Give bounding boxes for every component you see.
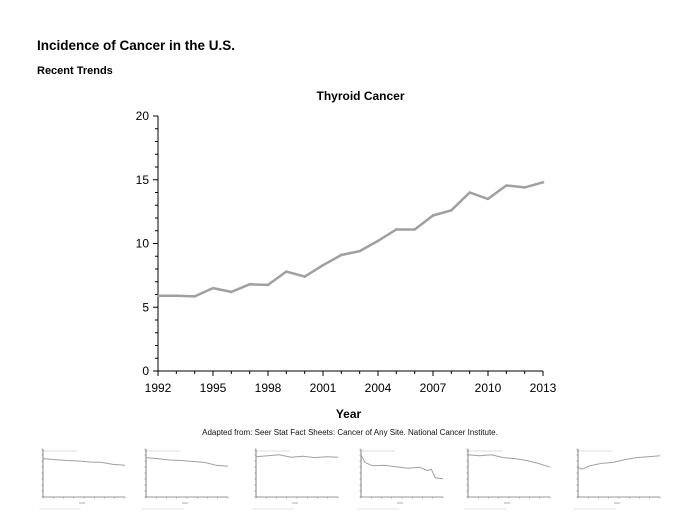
y-tick-label: 10 — [136, 237, 150, 251]
data-point — [193, 295, 196, 298]
thumb-series-line — [467, 454, 551, 468]
thumbnail-chart-3[interactable] — [250, 445, 342, 513]
page-subtitle: Recent Trends — [37, 65, 113, 77]
data-point — [303, 275, 306, 278]
data-point — [321, 263, 325, 267]
thumb-series-line — [255, 454, 339, 459]
data-point — [266, 283, 270, 287]
data-point — [450, 209, 453, 212]
data-point — [395, 228, 398, 231]
data-point — [211, 286, 215, 290]
page-title: Incidence of Cancer in the U.S. — [37, 38, 236, 53]
thumb-series-line — [360, 454, 444, 480]
data-point — [413, 228, 416, 231]
x-tick-label: 2001 — [310, 381, 337, 395]
data-point — [340, 253, 343, 257]
thumb-series-line — [145, 457, 229, 467]
data-point — [285, 270, 288, 273]
x-tick-label: 2004 — [365, 381, 392, 395]
x-axis-label: Year — [336, 407, 362, 421]
data-point — [505, 184, 508, 187]
thumb-series-line — [577, 455, 661, 470]
data-point — [175, 294, 178, 298]
data-point — [358, 249, 361, 253]
data-point — [541, 181, 545, 184]
thumbnail-chart-1[interactable] — [37, 445, 129, 513]
data-point — [376, 239, 380, 243]
y-tick-label: 0 — [142, 364, 149, 378]
data-point — [523, 186, 526, 189]
x-tick-label: 2010 — [475, 381, 502, 395]
thumbnail-chart-2[interactable] — [140, 445, 232, 513]
thyroid-cancer-line-chart: Thyroid Cancer 0 5 10 15 20 1992 1995 1998 2001 20… — [136, 89, 557, 421]
series-line-thyroid — [158, 181, 544, 298]
thumb-series-line — [42, 458, 126, 466]
chart-title: Thyroid Cancer — [316, 89, 404, 103]
thumbnail-chart-5[interactable] — [462, 445, 554, 513]
x-tick-label: 1998 — [255, 381, 282, 395]
y-tick-label: 20 — [136, 109, 150, 123]
y-tick-label: 15 — [136, 173, 150, 187]
x-tick-label: 2007 — [420, 381, 447, 395]
x-tick-label: 2013 — [530, 381, 557, 395]
y-tick-label: 5 — [142, 300, 149, 314]
data-point — [468, 191, 471, 194]
source-note: Adapted from: Seer Stat Fact Sheets: Can… — [202, 428, 498, 437]
thumbnail-chart-6[interactable] — [572, 445, 664, 513]
data-point — [156, 294, 160, 298]
data-point — [486, 197, 490, 201]
data-point — [230, 290, 233, 294]
thumbnail-chart-4[interactable] — [355, 445, 447, 513]
data-point — [248, 283, 251, 286]
data-point — [431, 214, 435, 217]
x-tick-label: 1995 — [200, 381, 227, 395]
x-tick-label: 1992 — [145, 381, 172, 395]
